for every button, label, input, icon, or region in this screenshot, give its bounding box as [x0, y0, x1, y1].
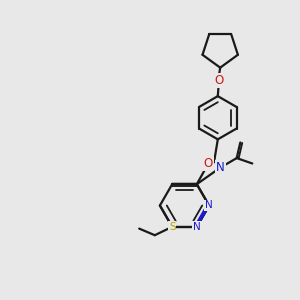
- Text: O: O: [204, 157, 213, 170]
- Text: N: N: [205, 200, 213, 211]
- Text: N: N: [216, 161, 225, 174]
- Text: O: O: [214, 74, 223, 87]
- Text: S: S: [169, 222, 175, 232]
- Text: N: N: [193, 222, 201, 232]
